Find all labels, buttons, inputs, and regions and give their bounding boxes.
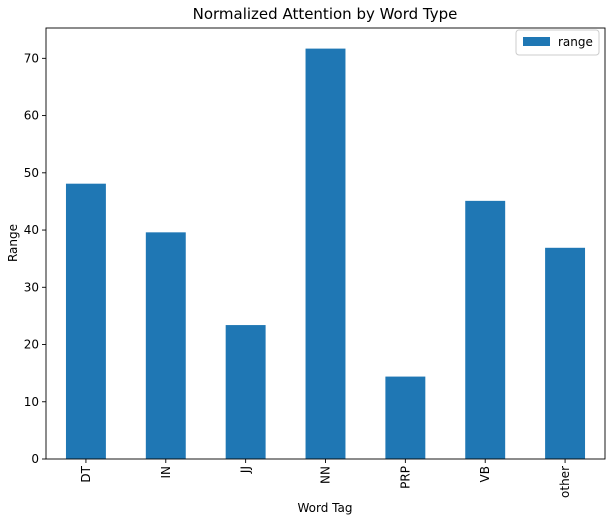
x-tick-label: JJ [239, 466, 253, 474]
x-axis-label: Word Tag [298, 501, 353, 515]
x-tick-label: DT [79, 465, 93, 482]
plot-frame [45, 27, 606, 460]
bar-dt [65, 183, 106, 459]
chart-title: Normalized Attention by Word Type [193, 5, 458, 23]
y-tick-label: 50 [24, 166, 39, 180]
y-tick-label: 60 [24, 109, 39, 123]
y-tick-label: 30 [24, 280, 39, 294]
y-tick-label: 70 [24, 51, 39, 65]
bar-vb [465, 200, 506, 459]
bars-group [65, 48, 586, 459]
x-tick-label: VB [478, 466, 492, 482]
x-tick-label: NN [319, 466, 333, 484]
x-tick-label: other [558, 466, 572, 498]
bar-jj [225, 325, 266, 459]
bar-in [145, 232, 186, 459]
legend-box [515, 29, 600, 56]
bar-prp [385, 376, 426, 459]
y-axis-label: Range [6, 224, 20, 262]
legend-label: range [558, 35, 593, 49]
bar-other [545, 247, 586, 459]
y-tick-label: 40 [24, 223, 39, 237]
x-axis-ticks: DT IN JJ NN PRP VB other [79, 459, 572, 498]
legend-swatch [523, 37, 550, 46]
x-tick-label: PRP [398, 466, 412, 489]
y-tick-label: 10 [24, 395, 39, 409]
bar-nn [305, 48, 346, 459]
y-tick-label: 20 [24, 338, 39, 352]
x-tick-label: IN [159, 466, 173, 479]
y-tick-label: 0 [31, 452, 39, 466]
legend: range [515, 29, 600, 56]
y-axis-ticks: 0 10 20 30 40 50 60 70 [24, 51, 46, 466]
